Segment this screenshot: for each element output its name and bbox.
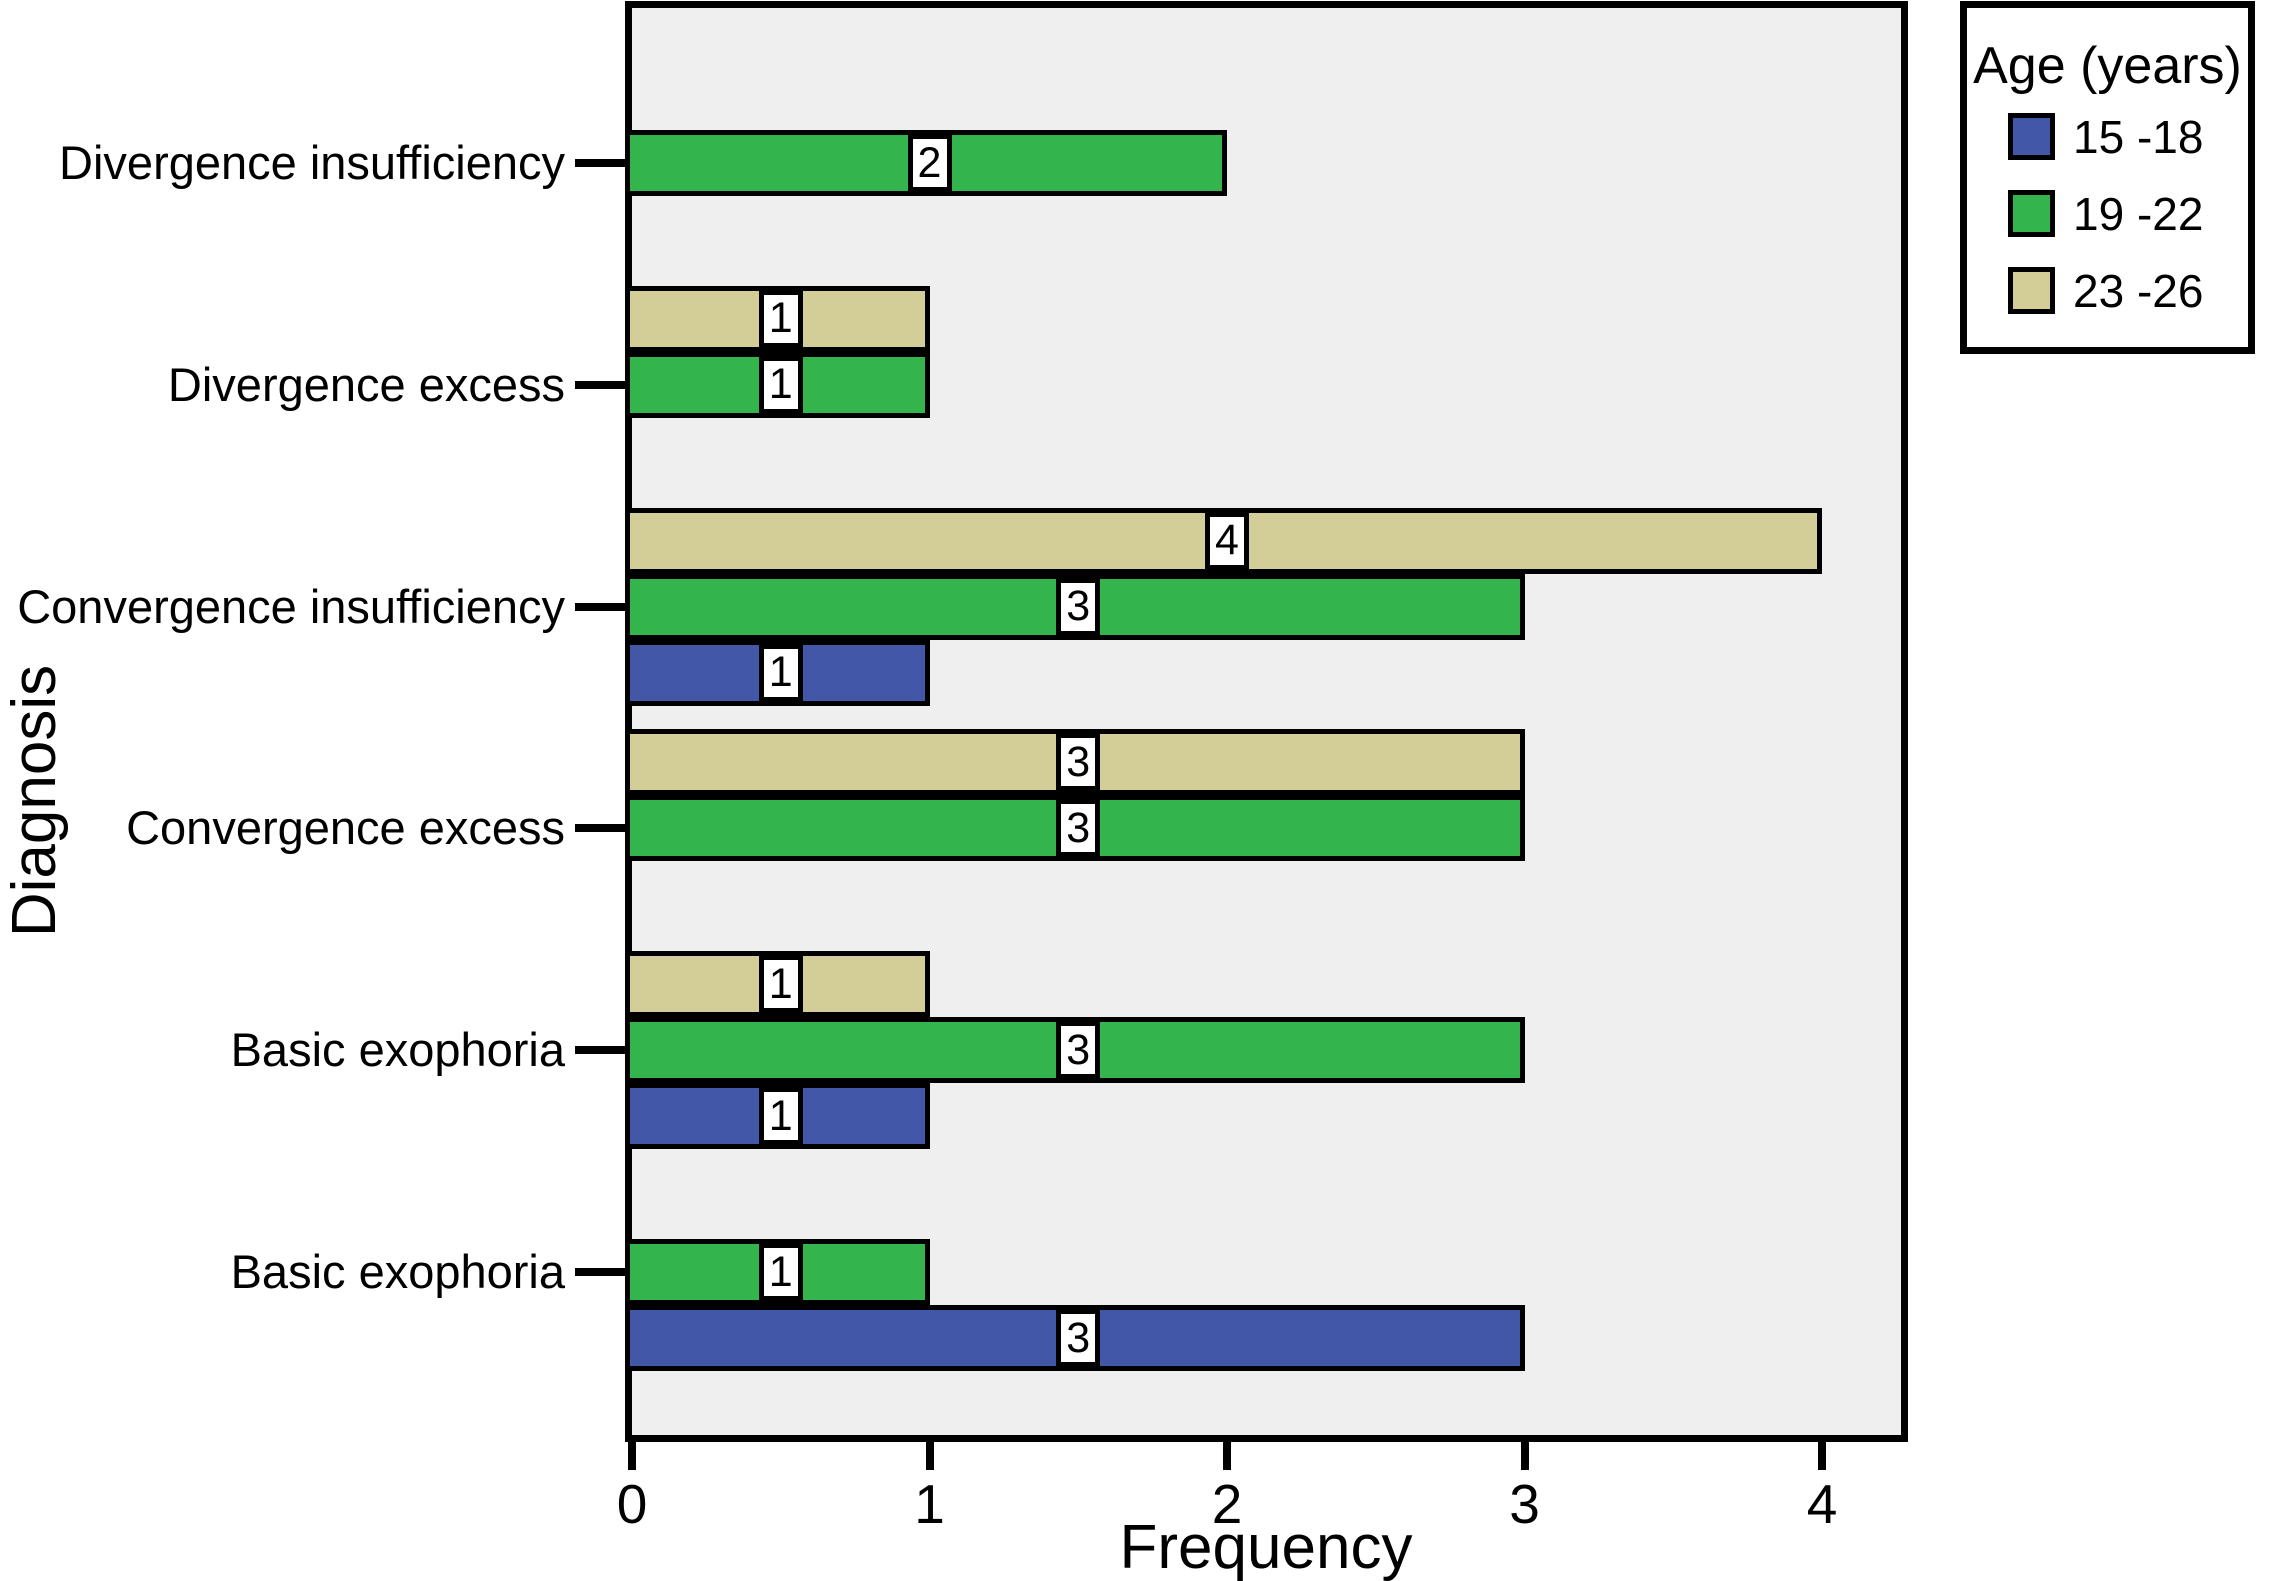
y-axis-tick: [575, 380, 632, 389]
x-axis-tick-label: 1: [914, 1473, 945, 1535]
bar-value-label: 1: [758, 955, 803, 1014]
x-axis-tick-label: 0: [616, 1473, 648, 1535]
bar-value-label: 4: [1205, 511, 1249, 570]
legend: Age (years) 15 -18 19 -22 23 -26: [1960, 1, 2255, 354]
bar-value-label: 3: [1056, 577, 1101, 636]
bar-value-label: 3: [1056, 799, 1101, 858]
y-axis-tick: [575, 1046, 632, 1055]
legend-label: 15 -18: [2073, 110, 2204, 163]
x-axis-title: Frequency: [1119, 1513, 1413, 1581]
bar-value-label: 1: [758, 289, 803, 348]
bar-value-label: 1: [758, 355, 803, 414]
legend-swatch-23-26: [2008, 267, 2055, 314]
bar-value-label: 1: [758, 1243, 803, 1301]
bar-value-label: 3: [1056, 1021, 1101, 1080]
bar-value-label: 2: [907, 134, 952, 192]
y-axis-tick: [575, 1268, 632, 1276]
x-axis-tick: [925, 1442, 934, 1470]
category-label: Basic exophoria: [230, 1023, 565, 1077]
legend-item-19-22: 19 -22: [2008, 188, 2203, 240]
x-axis-tick: [1520, 1442, 1529, 1470]
legend-label: 19 -22: [2073, 187, 2204, 240]
x-axis-tick: [1818, 1442, 1826, 1470]
legend-item-15-18: 15 -18: [2008, 111, 2203, 163]
legend-item-23-26: 23 -26: [2008, 265, 2203, 317]
legend-label: 23 -26: [2073, 264, 2204, 317]
x-axis-tick-label: 4: [1806, 1473, 1838, 1535]
bar-value-label: 3: [1056, 733, 1101, 792]
x-axis-tick: [628, 1442, 636, 1470]
y-axis-tick: [575, 159, 632, 167]
plot-area: [625, 1, 1908, 1442]
category-label: Convergence excess: [126, 801, 565, 855]
category-label: Divergence insufficiency: [59, 136, 565, 189]
legend-title: Age (years): [1973, 37, 2242, 95]
x-axis-tick-label: 2: [1211, 1473, 1243, 1535]
y-axis-tick: [575, 602, 632, 611]
category-label: Divergence excess: [167, 357, 565, 411]
bar-value-label: 1: [758, 643, 803, 702]
x-axis-tick: [1223, 1442, 1231, 1470]
x-axis-tick-label: 3: [1509, 1473, 1540, 1535]
category-label: Convergence insufficiency: [17, 579, 565, 633]
category-label: Basic exophoria: [230, 1245, 565, 1298]
legend-swatch-15-18: [2008, 113, 2055, 160]
bar-value-label: 1: [758, 1087, 803, 1146]
legend-swatch-19-22: [2008, 190, 2055, 237]
y-axis-tick: [575, 824, 632, 833]
bar-value-label: 3: [1056, 1309, 1101, 1367]
